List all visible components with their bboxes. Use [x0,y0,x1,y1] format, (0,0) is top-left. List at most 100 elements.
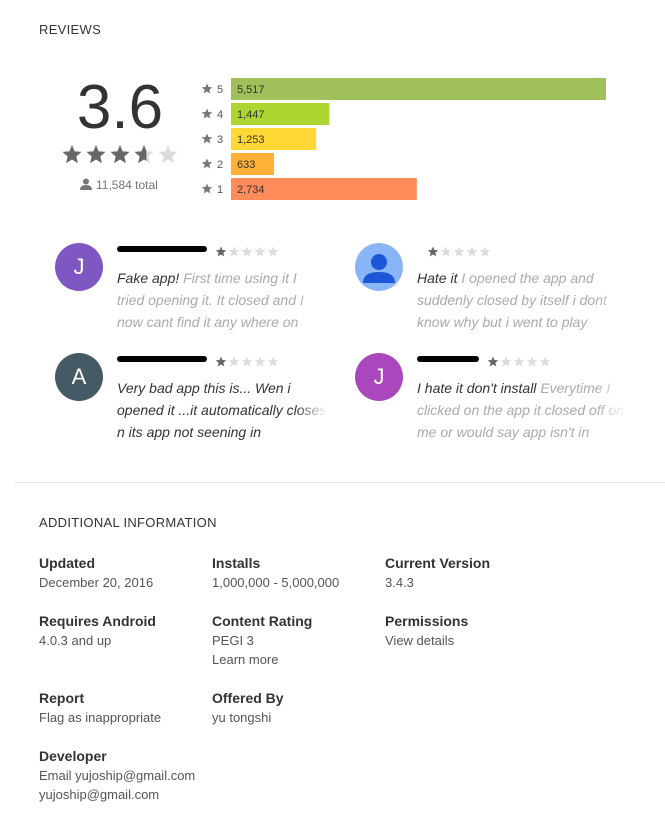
avatar: J [55,243,103,291]
star-icon [201,183,213,194]
review-title: Fake app! [117,270,180,286]
info-grid: Updated December 20, 2016 Installs 1,000,00… [39,553,558,804]
star [267,356,279,367]
star-icon [201,83,213,94]
stars-filled [215,246,227,257]
star [228,246,240,257]
star [440,246,452,257]
additional-title: ADDITIONAL INFORMATION [39,515,217,530]
star-label: 3 [217,134,223,146]
info-label: Updated [39,555,95,571]
star-label: 5 [217,84,223,96]
review: J I hate it don't install Everytime I cli… [355,353,645,453]
star-icon [201,158,213,169]
star-icon [201,108,213,119]
info-field: Content Rating PEGI 3 Learn more [212,611,385,669]
info-field: Requires Android 4.0.3 and up [39,611,212,669]
info-label: Content Rating [212,613,313,629]
star [453,246,465,257]
review-body: I opened the app and suddenly closed by … [417,270,607,330]
info-label: Report [39,690,85,706]
info-label: Installs [212,555,261,571]
bar-label: 2,734 [237,184,265,196]
bar-label: 1,253 [237,134,265,146]
avatar [355,243,403,291]
review-stars [215,246,279,257]
stars-filled [487,356,499,367]
bar-label: 5,517 [237,84,265,96]
info-label: Current Version [385,555,491,571]
bar [231,128,317,150]
body [363,272,395,283]
info-label: Requires Android [39,613,156,629]
info-value[interactable]: Learn more [212,652,279,667]
total-count: 11,584 total [96,178,158,192]
avatar-letter: J [373,364,385,389]
star [215,246,227,257]
info-value: 3.4.3 [385,575,414,590]
info-value[interactable]: View details [385,633,455,648]
rating-histogram: 5 5,517 4 1,447 3 1,253 2 633 1 2,734 [201,78,606,200]
avatar-letter: A [71,364,87,389]
bar [231,153,275,175]
info-field: Installs 1,000,000 - 5,000,000 [212,553,385,592]
star-filled [134,145,147,164]
star [215,356,227,367]
review-text: Fake app! First time using it I tried op… [117,267,327,333]
star [427,246,439,257]
star [500,356,512,367]
bar [231,78,606,100]
stars-filled [215,356,227,367]
redacted-name [417,356,479,362]
person-icon [80,178,92,190]
head [371,254,387,270]
info-field: Offered By yu tongshi [212,688,385,727]
info-value: Email yujoship@gmail.com [39,768,196,783]
reviews-title: REVIEWS [39,22,102,37]
info-field: Current Version 3.4.3 [385,553,558,592]
info-field: Report Flag as inappropriate [39,688,212,727]
info-value: 4.0.3 and up [39,633,112,648]
bar [231,178,417,200]
bar-label: 633 [237,159,255,171]
info-field: Permissions View details [385,611,558,669]
rating-stars [62,145,178,164]
review: Hate it I opened the app and suddenly cl… [355,243,645,343]
review-title: Hate it [417,270,458,286]
avatar: J [355,353,403,401]
average-rating: 3.6 [76,73,164,142]
star-label: 2 [217,159,223,171]
redacted-name [117,356,207,362]
star [539,356,551,367]
info-value: 1,000,000 - 5,000,000 [212,575,340,590]
star-filled [110,145,130,164]
info-field: Developer Email yujoship@gmail.com yujoshi… [39,746,212,804]
review: A Very bad app this is... Wen i opened it… [55,353,345,453]
star-label: 1 [217,184,223,196]
stars-filled [427,246,439,257]
review-text: Very bad app this is... Wen i opened it … [117,377,327,443]
info-label: Developer [39,748,107,764]
star-label: 4 [217,109,223,121]
divider [14,482,665,483]
star [228,356,240,367]
stars-filled [62,145,147,164]
review-text: I hate it don't install Everytime I clic… [417,377,627,443]
review-body: First time using it I tried opening it. … [117,270,304,330]
info-value: yujoship@gmail.com [39,787,160,802]
info-label: Offered By [212,690,284,706]
info-value[interactable]: Flag as inappropriate [39,710,162,725]
star [513,356,525,367]
bar-label: 1,447 [237,109,265,121]
star [526,356,538,367]
star-empty [158,145,178,164]
info-value: December 20, 2016 [39,575,154,590]
star [241,246,253,257]
star-filled [86,145,106,164]
info-value: yu tongshi [212,710,272,725]
star [267,246,279,257]
star [254,356,266,367]
avatar: A [55,353,103,401]
review-stars [487,356,551,367]
